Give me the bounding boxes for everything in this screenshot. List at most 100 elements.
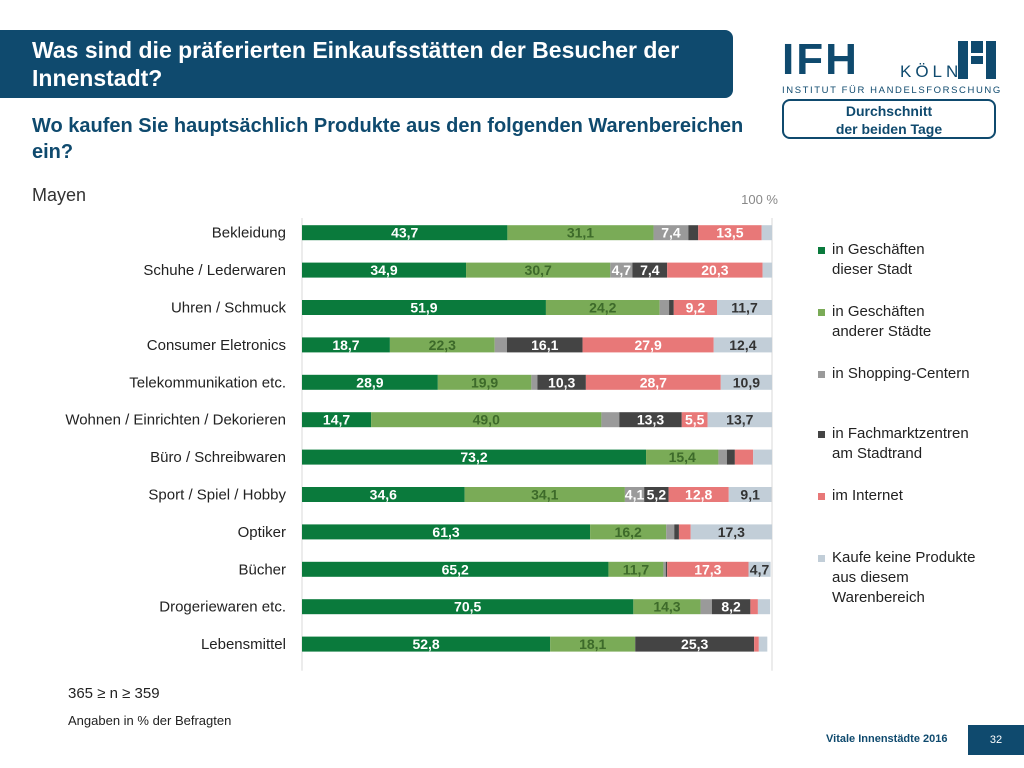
bar-segment	[302, 636, 551, 652]
bar-segment	[632, 262, 668, 278]
page-subtitle: Wo kaufen Sie hauptsächlich Produkte aus…	[32, 115, 744, 163]
bar-segment	[748, 561, 771, 577]
bar-segment	[633, 599, 701, 615]
bar-segment	[681, 412, 708, 428]
data-label: 34,6	[370, 487, 397, 503]
bar-segment	[624, 487, 645, 502]
units-note: Angaben in % der Befragten	[68, 713, 232, 728]
data-label: 12,4	[729, 337, 756, 353]
bar-segment	[750, 599, 758, 615]
data-label: 8,2	[721, 599, 741, 615]
bar-segment	[711, 599, 751, 615]
bar-segment	[550, 636, 636, 652]
legend-swatch	[818, 309, 825, 316]
bar-segment	[302, 337, 390, 353]
data-label: 18,1	[579, 636, 606, 652]
category-label: Consumer Eletronics	[147, 337, 286, 354]
scale-label: 100 %	[741, 192, 778, 207]
bar-segment	[464, 487, 625, 502]
category-label: Lebensmittel	[201, 636, 286, 653]
data-label: 14,3	[653, 599, 680, 615]
bar-segment	[754, 636, 759, 652]
bar-segment	[531, 374, 538, 390]
title-bar: Was sind die präferierten Einkaufsstätte…	[0, 30, 733, 98]
bar-segment	[678, 524, 691, 540]
data-label: 10,3	[548, 374, 575, 390]
data-label: 9,1	[740, 487, 760, 503]
footer-text: Vitale Innenstädte 2016	[826, 733, 948, 745]
bar-segment	[582, 337, 714, 353]
legend-swatch	[818, 431, 825, 438]
category-label: Schuhe / Lederwaren	[143, 262, 286, 279]
bar-segment	[302, 225, 508, 241]
data-label: 7,4	[640, 262, 660, 278]
data-label: 19,9	[471, 374, 498, 390]
bar-segment	[690, 524, 772, 540]
ifh-logo: IFH KÖLN INSTITUT FÜR HANDELSFORSCHUNG	[782, 38, 1000, 100]
bar-segment	[466, 262, 611, 278]
bar-segment	[761, 225, 772, 241]
data-label: 28,9	[356, 374, 383, 390]
bar-segment	[389, 337, 495, 353]
bar-segment	[726, 449, 735, 465]
data-label: 16,1	[531, 337, 558, 353]
data-label: 11,7	[623, 561, 650, 577]
data-label: 11,7	[731, 300, 758, 316]
bar-segment	[688, 225, 699, 241]
bar-segment	[302, 487, 465, 502]
category-label: Telekommunikation etc.	[129, 374, 286, 391]
category-label: Sport / Spiel / Hobby	[148, 487, 286, 504]
bar-segment	[713, 337, 772, 353]
bar-segment	[537, 374, 586, 390]
category-label: Drogeriewaren etc.	[159, 599, 286, 616]
data-label: 10,9	[733, 374, 760, 390]
bar-segment	[601, 412, 620, 428]
city-label: Mayen	[32, 185, 87, 205]
bar-segment	[644, 487, 669, 502]
bar-segment	[757, 599, 771, 615]
data-label: 13,5	[716, 225, 743, 241]
legend-label: Kaufe keine Produkte aus diesem Warenber…	[832, 549, 976, 606]
bar-segment	[302, 561, 609, 577]
data-label: 51,9	[410, 300, 437, 316]
bar-segment	[302, 262, 467, 278]
data-label: 34,9	[370, 262, 397, 278]
bar-segment	[371, 412, 602, 428]
bar-segment	[666, 524, 675, 540]
data-label: 27,9	[635, 337, 662, 353]
bar-segment	[507, 225, 654, 241]
bar-segment	[700, 599, 712, 615]
data-label: 15,4	[669, 449, 696, 465]
page-number: 32	[968, 725, 1024, 755]
legend-label: in Geschäften dieser Stadt	[832, 241, 925, 278]
bar-segment	[545, 300, 660, 315]
data-label: 5,2	[647, 487, 667, 503]
data-label: 18,7	[332, 337, 359, 353]
bar-segment	[494, 337, 507, 353]
data-label: 65,2	[442, 561, 469, 577]
bar-segment	[758, 636, 768, 652]
logo-city-text: KÖLN	[900, 62, 963, 81]
bar-segment	[437, 374, 532, 390]
bar-segment	[762, 262, 772, 278]
sample-size-note: 365 ≥ n ≥ 359	[68, 685, 160, 702]
bar-segment	[506, 337, 583, 353]
bar-segment	[302, 524, 591, 540]
data-label: 70,5	[454, 599, 481, 615]
data-label: 16,2	[615, 524, 642, 540]
bar-segment	[753, 449, 772, 465]
category-label: Uhren / Schmuck	[171, 300, 287, 317]
average-badge: Durchschnitt der beiden Tage	[782, 99, 996, 139]
legend-label: in Shopping-Centern	[832, 365, 970, 382]
data-label: 31,1	[567, 225, 594, 241]
data-label: 17,3	[718, 524, 745, 540]
legend-swatch	[818, 371, 825, 378]
data-label: 22,3	[429, 337, 456, 353]
data-label: 5,5	[685, 412, 705, 428]
bar-segment	[663, 561, 666, 577]
legend-swatch	[818, 493, 825, 500]
data-label: 20,3	[701, 262, 728, 278]
logo-blocks-icon	[958, 41, 996, 79]
logo-institute-text: INSTITUT FÜR HANDELSFORSCHUNG	[782, 85, 1002, 96]
